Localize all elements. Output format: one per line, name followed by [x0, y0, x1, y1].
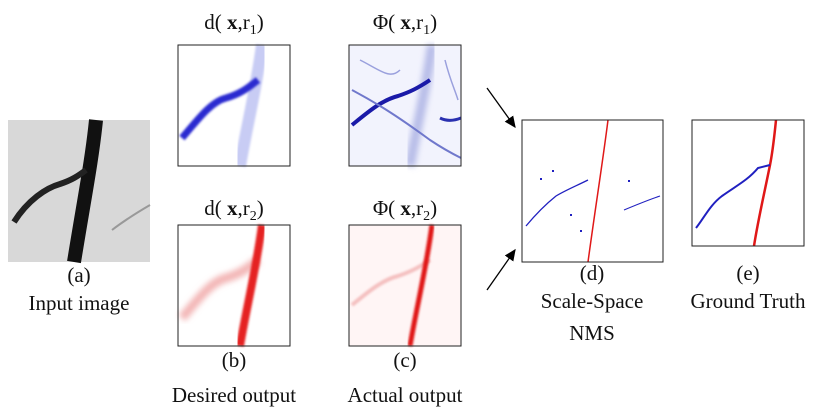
- title-part: ,r: [238, 10, 250, 34]
- input-image: [8, 119, 151, 264]
- caption: Scale-Space: [541, 289, 644, 313]
- titles: d( x,r1) Φ( x,r1) d( x,r2) Φ( x,r2): [204, 10, 437, 224]
- panel-label: (e): [736, 261, 759, 285]
- caption: NMS: [569, 321, 615, 345]
- caption: Actual output: [348, 383, 463, 407]
- ground-truth: [691, 119, 805, 247]
- caption: Desired output: [172, 383, 296, 407]
- scale-space-nms: [521, 119, 664, 263]
- panel-label: (a): [67, 263, 90, 287]
- title-part: x: [400, 10, 411, 34]
- title-part: ): [430, 10, 437, 34]
- panel-label: (d): [580, 261, 605, 285]
- title-part: 1: [250, 23, 257, 38]
- title-part: d(: [204, 196, 222, 220]
- panel-label: (c): [393, 348, 416, 372]
- actual-output-r2: [348, 224, 462, 347]
- panel-title: d( x,r1): [204, 10, 264, 38]
- title-part: 1: [423, 23, 430, 38]
- title-part: x: [227, 10, 238, 34]
- desired-output-r2: [177, 224, 291, 347]
- panel-title: d( x,r2): [204, 196, 264, 224]
- desired-output-r1: [177, 44, 291, 167]
- title-part: x: [400, 196, 411, 220]
- title-part: 2: [423, 209, 430, 224]
- title-part: ): [430, 196, 437, 220]
- title-part: ,r: [411, 10, 423, 34]
- actual-output-r1: [348, 44, 462, 167]
- title-part: Φ(: [373, 196, 395, 220]
- caption: Input image: [29, 291, 130, 315]
- arrow: [486, 87, 516, 129]
- title-part: x: [227, 196, 238, 220]
- panel-title: Φ( x,r2): [373, 196, 437, 224]
- title-part: ,r: [411, 196, 423, 220]
- title-part: ): [257, 196, 264, 220]
- arrow: [486, 248, 516, 291]
- caption: Ground Truth: [691, 289, 806, 313]
- title-part: ): [257, 10, 264, 34]
- title-part: Φ(: [373, 10, 395, 34]
- title-part: ,r: [238, 196, 250, 220]
- panel-title: Φ( x,r1): [373, 10, 437, 38]
- panel-label: (b): [222, 348, 247, 372]
- title-part: 2: [250, 209, 257, 224]
- title-part: d(: [204, 10, 222, 34]
